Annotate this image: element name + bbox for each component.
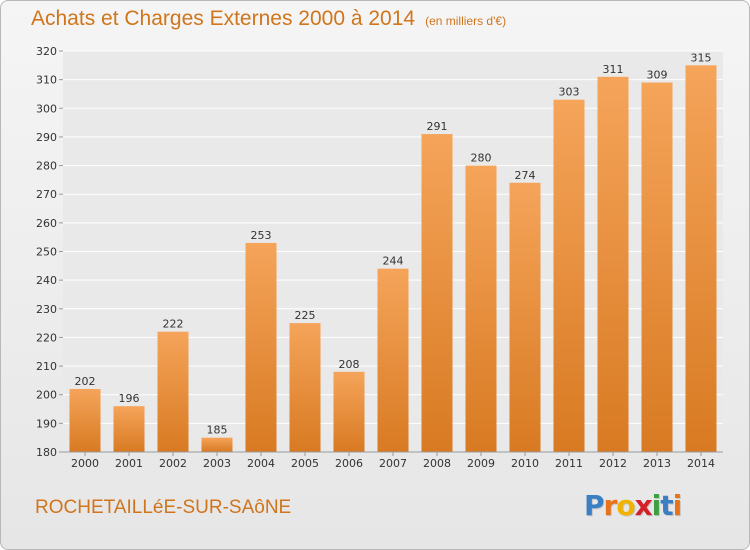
bar-2005 <box>289 323 321 452</box>
x-tick-label: 2000 <box>71 457 99 470</box>
bar-2001 <box>113 406 145 452</box>
bar-value-label: 274 <box>515 169 536 182</box>
bar-2003 <box>201 437 233 452</box>
x-tick-label: 2005 <box>291 457 319 470</box>
x-tick-label: 2007 <box>379 457 407 470</box>
y-tick-label: 220 <box>36 331 57 344</box>
y-tick-label: 250 <box>36 246 57 259</box>
y-tick-label: 190 <box>36 417 57 430</box>
chart-title-text: Achats et Charges Externes 2000 à 2014 <box>31 7 416 30</box>
y-tick-label: 290 <box>36 131 57 144</box>
y-tick-label: 310 <box>36 74 57 87</box>
bar-2013 <box>641 82 673 452</box>
x-tick-label: 2014 <box>687 457 715 470</box>
y-tick-label: 280 <box>36 160 57 173</box>
y-tick-label: 240 <box>36 274 57 287</box>
logo-letter: P <box>584 489 605 522</box>
bar-2008 <box>421 134 453 453</box>
y-tick-label: 320 <box>36 45 57 58</box>
y-tick-label: 200 <box>36 389 57 402</box>
bar-value-label: 225 <box>295 309 316 322</box>
bar-2011 <box>553 99 585 452</box>
commune-name: ROCHETAILLéE-SUR-SAôNE <box>35 497 292 518</box>
bar-value-label: 185 <box>207 424 228 437</box>
x-tick-label: 2013 <box>643 457 671 470</box>
bar-value-label: 303 <box>559 86 580 99</box>
y-tick-label: 270 <box>36 188 57 201</box>
proxiti-logo: Proxiti <box>584 489 683 522</box>
logo-letter: t <box>660 489 673 522</box>
y-axis-ticks: 180 190 200 210 220 230 240 250 260 270 280 290 300 3… <box>36 45 63 459</box>
bar-value-label: 291 <box>427 120 448 133</box>
y-tick-label: 180 <box>36 446 57 459</box>
bar-2000 <box>69 388 101 452</box>
bar-2009 <box>465 165 497 453</box>
x-axis-ticks: 2000 2001 2002 2003 2004 2005 2006 2007 2008 2009… <box>71 452 715 470</box>
bar-value-label: 315 <box>691 51 712 64</box>
x-tick-label: 2002 <box>159 457 187 470</box>
logo-letter: i <box>651 489 662 522</box>
bar-value-label: 253 <box>251 229 272 242</box>
x-tick-label: 2001 <box>115 457 143 470</box>
x-tick-label: 2004 <box>247 457 275 470</box>
bar-2004 <box>245 242 277 452</box>
bar-value-label: 311 <box>603 63 624 76</box>
bar-2010 <box>509 182 541 452</box>
bar-2007 <box>377 268 409 452</box>
x-tick-label: 2011 <box>555 457 583 470</box>
bar-2006 <box>333 371 365 452</box>
x-tick-label: 2012 <box>599 457 627 470</box>
x-tick-label: 2003 <box>203 457 231 470</box>
y-tick-label: 210 <box>36 360 57 373</box>
bar-value-label: 196 <box>119 392 140 405</box>
y-tick-label: 230 <box>36 303 57 316</box>
bar-value-label: 244 <box>383 255 404 268</box>
bar-value-label: 280 <box>471 152 492 165</box>
logo-letter: o <box>616 489 635 522</box>
chart-title: Achats et Charges Externes 2000 à 2014 (e… <box>31 7 506 31</box>
bar-value-label: 222 <box>163 318 184 331</box>
x-tick-label: 2009 <box>467 457 495 470</box>
logo-letter: x <box>634 489 653 522</box>
bar-2012 <box>597 76 629 453</box>
y-tick-label: 300 <box>36 102 57 115</box>
x-tick-label: 2008 <box>423 457 451 470</box>
chart-subtitle: (en milliers d'€) <box>425 14 507 28</box>
logo-letter: r <box>603 489 618 522</box>
logo-letter: i <box>672 489 683 522</box>
x-tick-label: 2010 <box>511 457 539 470</box>
bar-value-label: 208 <box>339 358 360 371</box>
bar-2014 <box>685 65 717 453</box>
bars: 202 196 222 185 253 225 208 244 291 280 274 303 311 3… <box>69 51 717 453</box>
y-tick-label: 260 <box>36 217 57 230</box>
x-tick-label: 2006 <box>335 457 363 470</box>
bar-2002 <box>157 331 189 452</box>
bar-value-label: 309 <box>647 69 668 82</box>
bar-value-label: 202 <box>75 375 96 388</box>
